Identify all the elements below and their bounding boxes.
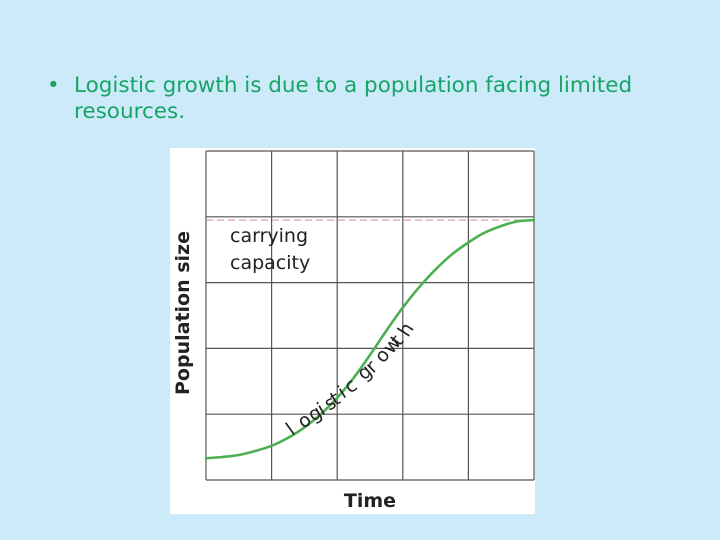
y-axis-label: Population size [172,231,194,395]
bullet-point: • Logistic growth is due to a population… [47,73,687,125]
logistic-growth-curve [204,218,535,460]
bullet-symbol: • [47,73,60,98]
grid [205,150,535,481]
carrying-capacity-label-line1: carrying [230,225,308,247]
bullet-text: Logistic growth is due to a population f… [74,73,633,124]
x-axis-label: Time [344,490,396,512]
carrying-capacity-label-line2: capacity [230,252,310,274]
